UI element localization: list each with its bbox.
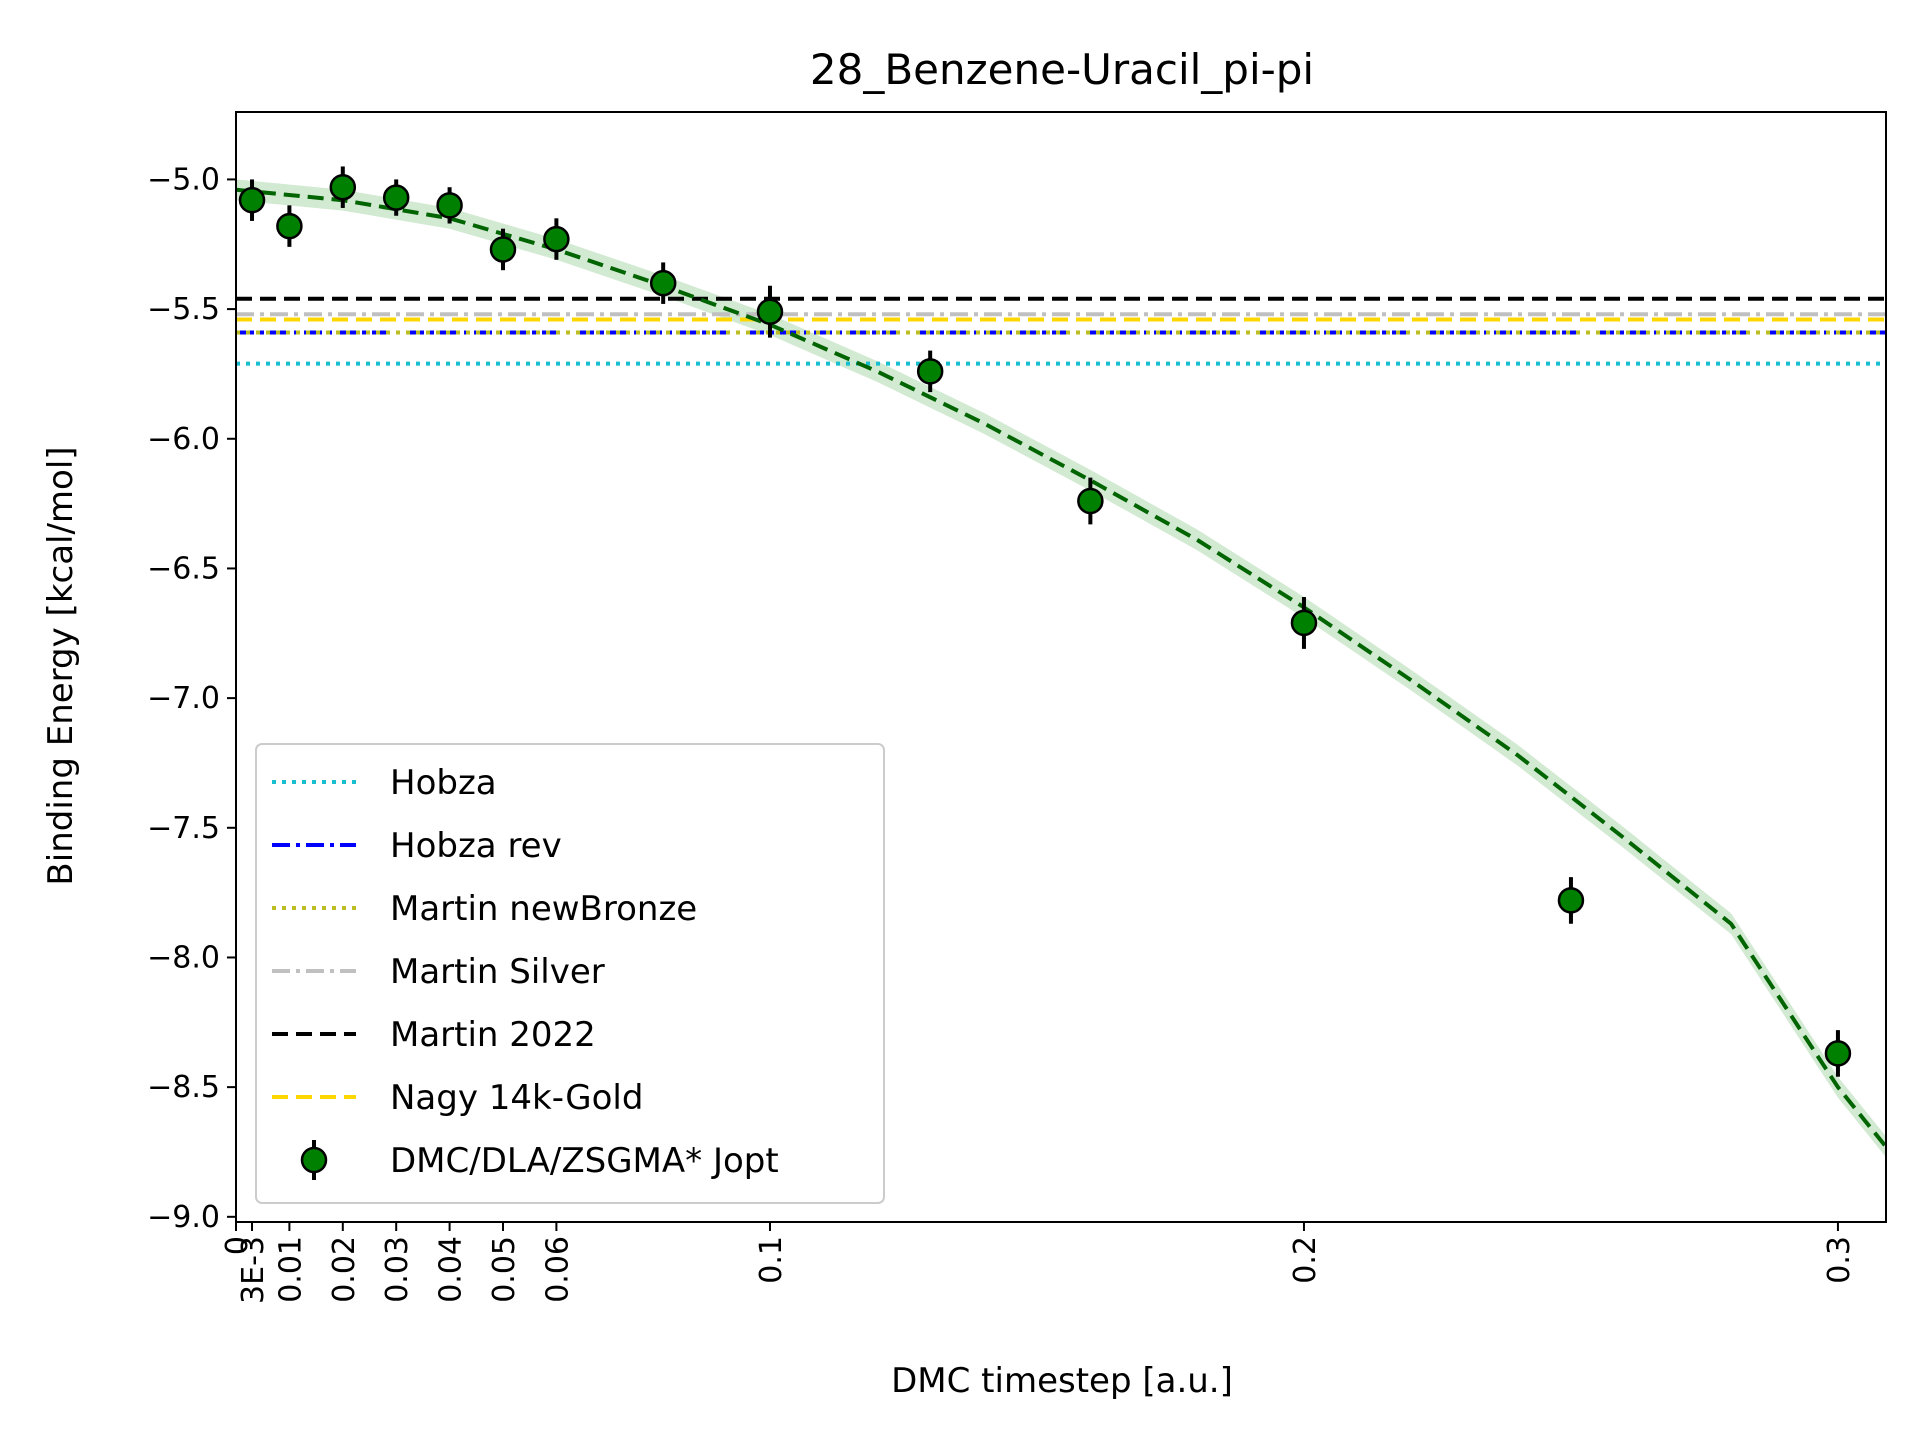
x-tick-label-9: 0.2: [1288, 1236, 1323, 1284]
legend-swatch-6: [300, 1146, 328, 1174]
fit-curve: [236, 187, 1886, 1149]
x-tick-label-8: 0.1: [754, 1236, 789, 1284]
data-point-10: [1077, 487, 1104, 515]
y-tick-label-3: −6.5: [147, 551, 220, 586]
x-axis-ticks: 03E-3 0.01 0.02 0.03 0.04 0.05 0.06 0.1 0.2 0.3: [220, 1222, 1857, 1304]
data-point-4: [436, 192, 463, 219]
legend-label-2: Martin newBronze: [390, 889, 697, 929]
y-tick-label-8: −9.0: [147, 1200, 220, 1235]
y-tick-label-7: −8.5: [147, 1070, 220, 1105]
x-tick-label-4: 0.03: [380, 1236, 415, 1303]
legend-label-1: Hobza rev: [390, 826, 562, 866]
legend-label-4: Martin 2022: [390, 1015, 596, 1055]
data-point-8: [756, 298, 784, 325]
data-point-5: [489, 236, 517, 263]
data-point-11: [1290, 609, 1318, 637]
x-tick-label-2: 0.01: [273, 1236, 308, 1303]
reference-lines: [236, 296, 1886, 366]
y-axis-ticks: −5.0 −5.5 −6.0 −6.5 −7.0 −7.5 −8.0 −8.5 −9.0: [147, 162, 236, 1235]
x-tick-label-1: 3E-3: [236, 1236, 271, 1304]
data-point-6: [543, 225, 570, 253]
legend-label-3: Martin Silver: [390, 952, 605, 992]
y-tick-label-4: −7.0: [147, 681, 220, 716]
data-point-3: [382, 184, 410, 211]
legend-box: [255, 743, 885, 1204]
x-tick-label-7: 0.06: [540, 1236, 575, 1303]
y-tick-label-5: −7.5: [147, 811, 220, 846]
x-tick-label-6: 0.05: [487, 1236, 522, 1303]
y-tick-label-1: −5.5: [147, 292, 220, 327]
data-point-0: [238, 186, 266, 214]
data-point-7: [649, 269, 677, 297]
x-tick-label-3: 0.02: [327, 1236, 362, 1303]
data-point-12: [1557, 887, 1585, 914]
data-point-9: [916, 358, 944, 385]
legend-label-0: Hobza: [390, 763, 497, 803]
data-point-13: [1824, 1040, 1852, 1067]
y-tick-label-0: −5.0: [147, 162, 220, 197]
data-point-2: [329, 173, 357, 201]
x-tick-label-0: 0: [220, 1236, 255, 1255]
plot-content: [236, 166, 1886, 1158]
legend-label-5: Nagy 14k-Gold: [390, 1078, 643, 1118]
chart-title: 28_Benzene-Uracil_pi-pi: [810, 45, 1314, 94]
x-axis-label: DMC timestep [a.u.]: [891, 1361, 1233, 1401]
x-tick-label-5: 0.04: [434, 1236, 469, 1303]
data-markers: [238, 166, 1852, 1077]
y-tick-label-6: −8.0: [147, 940, 220, 975]
plot-area: −5.0 −5.5 −6.0 −6.5 −7.0 −7.5 −8.0 −8.5 −9.0 03E…: [147, 111, 1887, 1304]
x-tick-label-10: 0.3: [1822, 1236, 1857, 1284]
y-axis-label: Binding Energy [kcal/mol]: [41, 446, 81, 885]
legend: Hobza Hobza rev Martin newBronze Martin Sil…: [255, 743, 885, 1204]
legend-label-6: DMC/DLA/ZSGMA* Jopt: [390, 1141, 779, 1181]
y-tick-label-2: −6.0: [147, 422, 220, 457]
data-point-1: [276, 212, 303, 240]
axes-frame: [235, 111, 1887, 1223]
